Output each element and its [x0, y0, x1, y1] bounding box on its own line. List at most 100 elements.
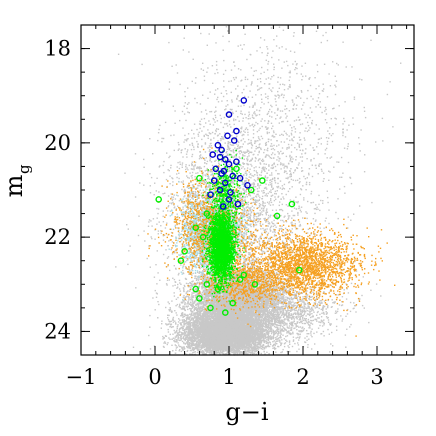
data-point: [235, 342, 237, 344]
data-point: [268, 345, 271, 348]
data-point: [192, 318, 195, 320]
data-point: [273, 325, 276, 328]
data-point: [269, 343, 272, 346]
data-point: [174, 320, 176, 322]
data-point: [163, 342, 165, 344]
data-point: [274, 342, 277, 344]
data-point: [189, 349, 192, 352]
data-point: [175, 341, 178, 343]
data-point: [214, 353, 217, 355]
data-point: [267, 342, 269, 344]
data-point: [185, 338, 187, 340]
data-point: [196, 346, 199, 348]
data-point: [172, 316, 175, 319]
data-point: [196, 303, 199, 305]
data-point: [186, 325, 188, 327]
data-point: [233, 344, 236, 346]
data-point: [210, 352, 212, 354]
data-point: [196, 344, 198, 346]
data-point: [182, 348, 184, 350]
data-point: [254, 347, 257, 349]
data-point: [253, 349, 255, 351]
data-point: [212, 351, 214, 353]
data-point: [273, 340, 275, 342]
data-point: [192, 344, 194, 346]
data-point: [259, 347, 261, 349]
data-point: [278, 345, 280, 348]
data-point: [167, 331, 170, 333]
data-point: [184, 329, 186, 331]
data-point: [186, 345, 188, 348]
data-point: [178, 331, 181, 333]
data-point: [188, 333, 190, 335]
data-point: [185, 337, 187, 339]
data-point: [256, 341, 258, 344]
data-point: [181, 332, 184, 334]
data-point: [167, 319, 170, 321]
data-point: [220, 349, 223, 351]
data-point: [175, 312, 177, 314]
data-point: [173, 329, 175, 332]
data-point: [183, 346, 185, 348]
data-point: [254, 349, 256, 351]
data-point: [180, 331, 182, 334]
data-point: [183, 322, 185, 324]
data-point: [247, 349, 249, 351]
data-point: [288, 341, 291, 343]
data-point: [170, 320, 172, 322]
data-point: [166, 343, 168, 346]
data-point: [275, 351, 277, 353]
data-point: [199, 343, 201, 345]
data-point: [272, 330, 275, 332]
data-point: [269, 342, 271, 344]
data-point: [177, 336, 179, 338]
data-point: [210, 353, 213, 355]
data-point: [263, 326, 266, 328]
data-point: [186, 316, 189, 318]
data-point: [178, 345, 181, 348]
data-point: [179, 349, 181, 351]
data-point: [180, 327, 182, 329]
data-point: [194, 331, 197, 333]
data-point: [190, 353, 192, 355]
data-point: [178, 306, 180, 308]
data-point: [179, 319, 181, 321]
data-point: [185, 331, 188, 333]
data-point: [182, 336, 185, 338]
data-point: [176, 314, 178, 316]
data-point: [245, 351, 247, 353]
data-point: [199, 349, 201, 351]
data-point: [235, 347, 237, 349]
data-point: [164, 342, 167, 344]
data-point: [254, 345, 256, 347]
data-point: [189, 334, 191, 336]
data-point: [297, 336, 299, 339]
data-point: [266, 351, 268, 353]
data-point: [263, 337, 265, 340]
data-point: [177, 337, 179, 340]
data-point: [243, 344, 246, 346]
data-point: [181, 340, 184, 343]
data-point: [262, 348, 264, 350]
data-point: [175, 349, 177, 351]
data-point: [190, 345, 192, 347]
data-point: [280, 332, 282, 334]
data-point: [272, 347, 274, 349]
data-point: [224, 349, 227, 351]
data-point: [199, 344, 201, 346]
data-point: [182, 329, 184, 331]
data-point: [171, 344, 173, 346]
data-point: [183, 332, 185, 334]
data-point: [172, 333, 174, 335]
data-point: [169, 333, 171, 336]
data-point: [260, 348, 262, 350]
data-points: [115, 26, 402, 356]
data-point: [175, 323, 177, 325]
data-point: [269, 335, 272, 337]
data-point: [177, 334, 179, 336]
data-point: [167, 314, 169, 316]
data-point: [266, 345, 268, 348]
data-point: [210, 349, 213, 351]
data-point: [206, 351, 208, 353]
